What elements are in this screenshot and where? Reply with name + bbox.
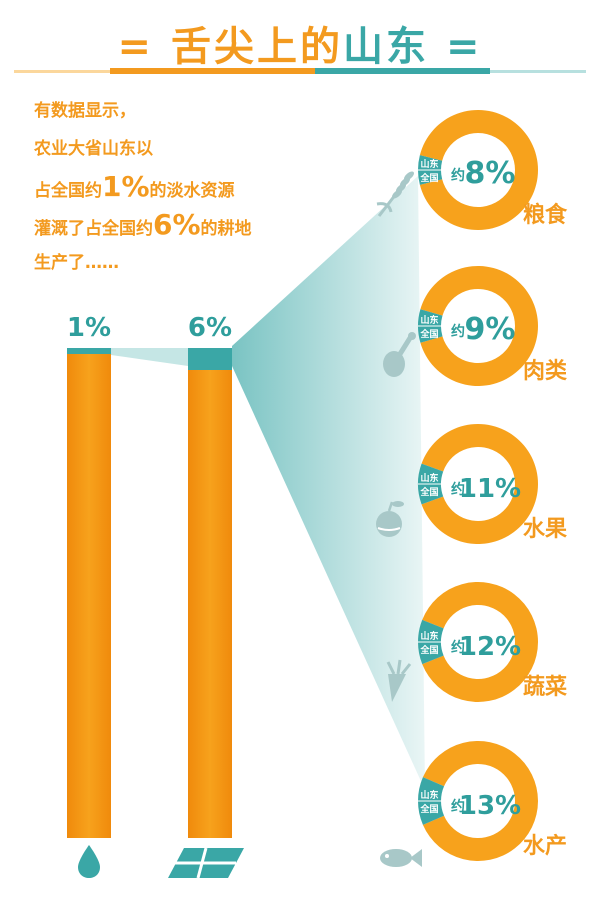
intro-line-2: 农业大省山东以 [34,139,153,159]
ring-arc-national-水产 [422,741,539,861]
intro-line-4-post: 的耕地 [200,219,252,239]
grain-icon [376,171,414,217]
carrot-leaves [386,659,412,675]
bar-connector [111,348,188,366]
title-underline-faint-right [490,70,586,73]
connector-wedge [232,176,425,790]
title-underline-faint-left [14,70,110,73]
ring-category-水果: 水果 [523,517,567,542]
ring-label-shandong-粮食: 山东 [420,158,438,170]
intro-land-percent: 6% [153,208,201,241]
ring-percent-肉类: 9% [465,312,516,347]
ring-label-shandong-水果: 山东 [420,472,438,484]
intro-line-1: 有数据显示， [34,101,136,121]
intro-line-3-pre: 占全国约 [34,181,102,201]
ring-label-national-水产: 全国 [419,803,438,815]
grain-kernel [404,171,414,181]
title-teal-text: 山东 [343,24,429,70]
title-deco-right: = [445,24,483,70]
fish-tail [410,849,422,867]
title-block: = 舌尖上的山东 = [0,6,600,76]
ring-category-水产: 水产 [523,834,567,859]
ring-prefix-肉类: 约 [451,323,465,340]
title-underline-teal [315,68,490,74]
intro-line-5: 生产了…… [34,253,119,273]
title-deco-left: = [117,24,155,70]
title-underline-orange [110,68,315,74]
bar-value-label-freshwater: 1% [67,313,111,343]
ring-prefix-水产: 约 [451,798,465,815]
ring-prefix-蔬菜: 约 [451,639,465,656]
farmland-grid [174,847,236,879]
intro-line-4: 灌溉了占全国约6%的耕地 [34,206,364,244]
drumstick-knob [408,332,416,340]
ring-arc-national-水果 [421,424,539,545]
intro-text: 有数据显示， 农业大省山东以 占全国约1%的淡水资源 灌溉了占全国约6%的耕地 … [34,92,364,282]
intro-line-3-post: 的淡水资源 [149,181,235,201]
apple-body [376,511,402,537]
apple-slice-line [377,527,401,531]
page-title: = 舌尖上的山东 = [0,14,600,72]
carrot-icon [386,659,412,702]
ring-category-蔬菜: 蔬菜 [523,675,567,700]
drumstick-meat [383,351,405,377]
bar-freshwater [67,348,111,838]
intro-line-4-pre: 灌溉了占全国约 [34,219,153,239]
grain-leaf [376,202,393,213]
ring-prefix-粮食: 约 [451,167,465,184]
ring-arc-national-蔬菜 [422,582,539,703]
title-orange-text: 舌尖上的 [171,24,343,70]
fish-eye [385,854,389,858]
water-drop-icon [78,845,100,878]
ring-label-national-水果: 全国 [419,486,438,498]
drumstick-bone [397,335,413,357]
intro-line-3: 占全国约1%的淡水资源 [34,168,364,206]
ring-percent-蔬菜: 12% [459,632,521,662]
intro-water-percent: 1% [102,170,150,203]
farmland-icon [168,847,244,879]
ring-label-shandong-蔬菜: 山东 [420,630,438,642]
ring-label-national-粮食: 全国 [419,172,438,184]
carrot-body [388,674,406,702]
fish-icon [380,849,422,867]
drumstick-icon [383,332,416,377]
bar-share-farmland [188,348,232,370]
ring-percent-粮食: 8% [465,156,516,191]
bar-farmland [188,348,232,838]
apple-icon [376,501,404,537]
ring-category-肉类: 肉类 [523,359,568,384]
fish-body [380,849,412,867]
ring-percent-水产: 13% [459,791,521,821]
apple-stem [387,501,394,512]
ring-percent-水果: 11% [459,474,521,504]
ring-label-shandong-肉类: 山东 [420,314,438,326]
ring-category-粮食: 粮食 [523,202,568,228]
bar-share-freshwater [67,348,111,354]
ring-prefix-水果: 约 [451,481,465,498]
bar-body-farmland [188,348,232,838]
ring-label-national-肉类: 全国 [419,328,438,340]
bar-body-freshwater [67,348,111,838]
ring-arc-national-肉类 [420,266,538,386]
ring-label-national-蔬菜: 全国 [419,644,438,656]
bar-value-label-farmland: 6% [188,313,232,343]
ring-label-shandong-水产: 山东 [420,789,438,801]
apple-leaf [392,501,404,507]
ring-arc-national-粮食 [419,110,539,230]
